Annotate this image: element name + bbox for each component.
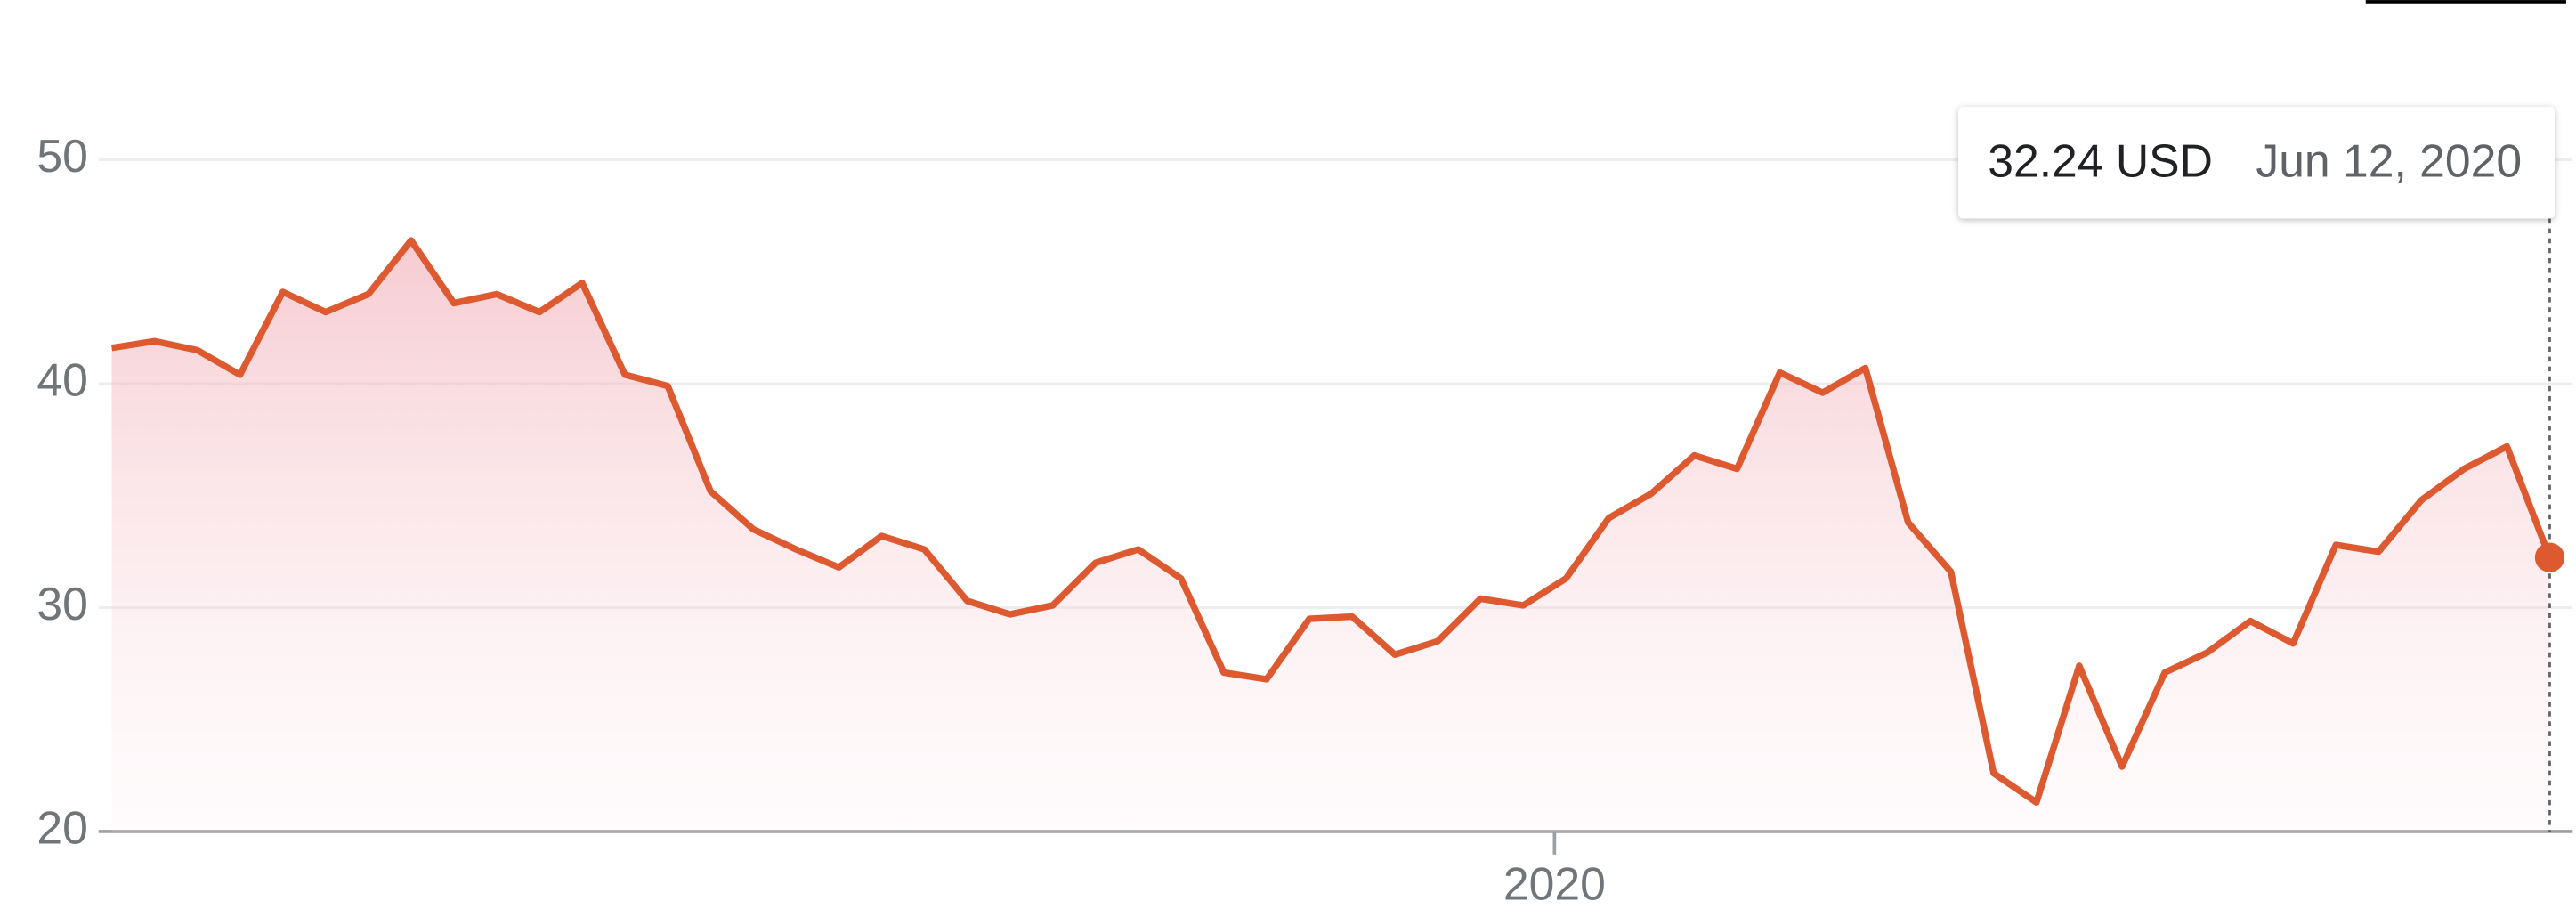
tooltip-date: Jun 12, 2020 xyxy=(2256,134,2522,186)
plot xyxy=(110,218,2565,832)
y-tick-label: 40 xyxy=(36,354,87,406)
hover-dot xyxy=(2534,542,2565,572)
x-tick-label: 2020 xyxy=(1503,857,1606,909)
tooltip: 32.24 USD Jun 12, 2020 xyxy=(1958,107,2556,219)
y-tick-label: 20 xyxy=(36,802,87,854)
tooltip-box xyxy=(1958,107,2556,219)
y-tick-label: 50 xyxy=(36,130,87,182)
top-bar xyxy=(2365,0,2566,4)
line xyxy=(110,237,2553,806)
area xyxy=(111,240,2550,832)
y-tick-label: 30 xyxy=(36,578,87,629)
tooltip-price: 32.24 USD xyxy=(1988,134,2213,186)
